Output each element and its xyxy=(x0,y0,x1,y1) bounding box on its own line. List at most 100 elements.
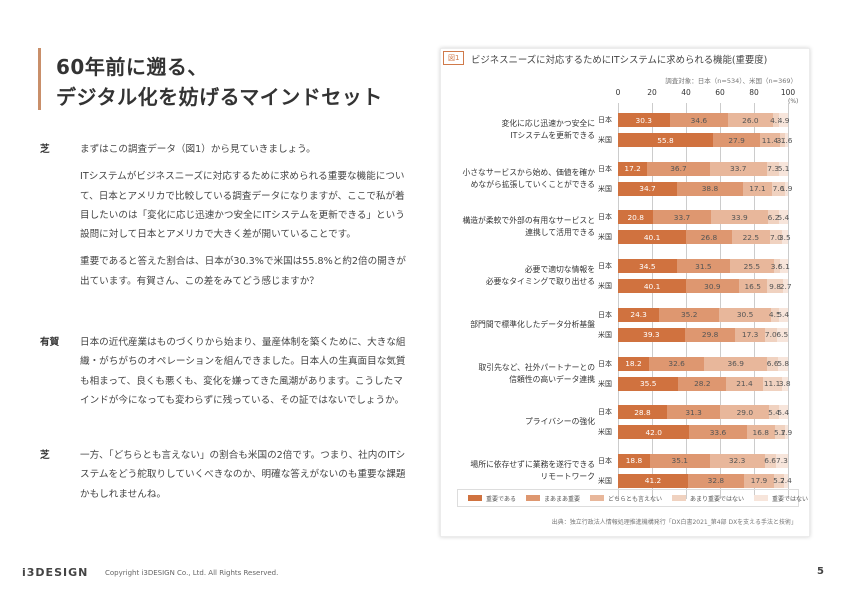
bar-segment: 28.2 xyxy=(678,376,727,391)
bar-segment: 7.3 xyxy=(775,453,789,468)
bar-segment: 5.1 xyxy=(778,161,790,176)
gridline xyxy=(618,103,619,499)
question-label: プライバシーの強化 xyxy=(524,417,595,427)
bar-segment: 35.5 xyxy=(618,376,679,391)
bar-segment: 21.4 xyxy=(726,376,763,391)
bar-segment: 33.7 xyxy=(653,210,711,225)
legend-label: あまり重要ではない xyxy=(689,495,744,503)
gridline xyxy=(720,103,721,499)
bar-segment: 31.5 xyxy=(676,259,731,274)
dialogue-paragraph: ITシステムがビジネスニーズに対応するために求められる重要な機能について、日本と… xyxy=(80,171,405,241)
bar-segment: 25.5 xyxy=(730,259,774,274)
stacked-bar: 40.1 30.9 16.5 9.8 2.7 xyxy=(618,279,792,294)
bar-segment: 5.8 xyxy=(777,356,789,371)
legend-item: まあまあ重要 xyxy=(525,494,580,503)
legend-swatch xyxy=(671,495,686,501)
bar-segment: 1.9 xyxy=(781,181,792,196)
stacked-bar: 42.0 33.6 16.8 5.7 1.9 xyxy=(618,425,792,440)
stacked-bar: 41.2 32.8 17.9 5.7 2.4 xyxy=(618,473,792,488)
x-tick-label: 40 xyxy=(681,88,691,97)
dialogue-paragraph: まずはこの調査データ（図1）から見ていきましょう。 xyxy=(80,144,316,155)
bar-segment: 34.6 xyxy=(669,113,729,127)
bar-segment: 11.1 xyxy=(762,376,782,391)
legend-label: 重要である xyxy=(486,495,516,503)
bar-segment: 34.7 xyxy=(618,181,677,196)
bar-segment: 3.5 xyxy=(779,230,791,245)
bar-segment: 55.8 xyxy=(618,133,713,147)
bar-segment: 3.6 xyxy=(771,259,782,274)
bar-segment: 18.8 xyxy=(618,453,650,468)
figure-title: ビジネスニーズに対応するためにITシステムに求められる機能(重要度) xyxy=(471,55,768,66)
bar-segment: 11.4 xyxy=(760,133,780,147)
gridline xyxy=(754,103,755,499)
bar-segment: 35.2 xyxy=(659,307,720,322)
bar-segment: 31.3 xyxy=(666,405,721,420)
title-line-2: デジタル化を妨げるマインドセット xyxy=(56,85,383,109)
country-label: 米国 xyxy=(598,282,612,291)
bar-segment: 6.2 xyxy=(768,210,779,225)
question-label: 変化に応じ迅速かつ安全に ITシステムを更新できる xyxy=(501,119,595,140)
title-accent-bar xyxy=(38,48,41,110)
page-number: 5 xyxy=(817,566,824,577)
country-label: 日本 xyxy=(598,262,612,271)
dialogue-block-2: 有賀 日本の近代産業はものづくりから始まり、量産体制を築くために、大きな組織・が… xyxy=(40,333,410,418)
bar-segment: 5.4 xyxy=(768,405,780,420)
speaker-label: 有賀 xyxy=(40,337,60,348)
bar-segment: 5.4 xyxy=(777,307,789,322)
bar-segment: 5.7 xyxy=(774,425,786,440)
legend-item: どちらとも言えない xyxy=(589,494,662,503)
stacked-bar: 35.5 28.2 21.4 11.1 3.8 xyxy=(618,376,791,391)
legend-swatch xyxy=(754,495,768,501)
bar-segment: 5.1 xyxy=(778,259,790,274)
bar-segment: 20.8 xyxy=(618,210,654,225)
stacked-bar: 24.3 35.2 30.5 4.5 5.4 xyxy=(618,307,789,322)
bar-segment: 3.8 xyxy=(779,376,791,391)
legend: 重要である まあまあ重要 どちらとも言えない あまり重要ではない 重要ではない xyxy=(457,489,808,507)
bar-segment: 7.0 xyxy=(764,327,777,342)
dialogue-block-1: 芝 まずはこの調査データ（図1）から見ていきましょう。 ITシステムがビジネスニ… xyxy=(40,140,410,299)
country-label: 米国 xyxy=(598,136,612,144)
speaker-label: 芝 xyxy=(40,450,50,461)
bar-segment: 4.9 xyxy=(778,113,790,127)
legend-item: 重要ではない xyxy=(754,494,808,503)
country-label: 日本 xyxy=(598,456,612,465)
gridline xyxy=(652,103,653,499)
stacked-bar: 20.8 33.7 33.9 6.2 5.4 xyxy=(618,210,789,225)
page-title: 60年前に遡る、 デジタル化を妨げるマインドセット xyxy=(56,52,383,112)
stacked-bar: 28.8 31.3 29.0 5.4 5.4 xyxy=(618,405,789,420)
country-label: 米国 xyxy=(598,233,612,242)
bar-segment: 33.7 xyxy=(709,161,767,176)
stacked-bar: 34.5 31.5 25.5 3.6 5.1 xyxy=(618,259,790,274)
bar-segment: 16.8 xyxy=(746,425,776,440)
bar-segment: 16.5 xyxy=(738,279,767,294)
bar-segment: 32.8 xyxy=(688,473,744,488)
x-tick-label: 80 xyxy=(749,88,759,97)
bar-segment: 38.8 xyxy=(676,181,743,196)
stacked-bar: 30.3 34.6 26.0 4.1 4.9 xyxy=(618,113,790,127)
bar-segment: 26.8 xyxy=(686,230,732,245)
bar-segment: 5.7 xyxy=(773,473,785,488)
bar-segment: 28.8 xyxy=(618,405,667,420)
bar-segment: 17.2 xyxy=(618,161,648,176)
stacked-bar: 18.8 35.1 32.3 6.6 7.3 xyxy=(618,453,789,468)
question-label: 取引先など、社外パートナーとの 信頼性の高いデータ連携 xyxy=(478,362,595,384)
gridline xyxy=(788,103,789,499)
stacked-bar: 55.8 27.9 11.4 3.3 1.6 xyxy=(618,133,793,147)
bar-segment: 5.4 xyxy=(777,405,789,420)
country-label: 日本 xyxy=(598,359,612,368)
bar-segment: 2.4 xyxy=(780,473,792,488)
legend-label: どちらとも言えない xyxy=(607,495,662,503)
bar-segment: 18.2 xyxy=(618,356,649,371)
bar-segment: 36.9 xyxy=(704,356,768,371)
legend-swatch xyxy=(525,495,540,501)
bar-segment: 39.3 xyxy=(618,327,685,342)
dialogue-block-3: 芝 一方、「どちらとも言えない」の割合も米国の2倍です。つまり、社内のITシステ… xyxy=(40,446,410,512)
survey-note: 調査対象：日本（n=534）、米国（n=369） xyxy=(665,77,797,85)
bar-segment: 33.6 xyxy=(689,425,747,440)
source-note: 出典：独立行政法人情報処理推進機構発行「DX白書2021_第4部 DXを支える手… xyxy=(551,519,797,526)
dialogue-paragraph: 一方、「どちらとも言えない」の割合も米国の2倍です。つまり、社内のITシステムを… xyxy=(80,450,406,500)
stacked-bar: 40.1 26.8 22.5 7.0 3.5 xyxy=(618,230,791,245)
bar-segment: 26.0 xyxy=(728,113,773,127)
stacked-bar: 17.2 36.7 33.7 7.3 5.1 xyxy=(618,161,790,176)
bar-segment: 6.6 xyxy=(764,453,776,468)
